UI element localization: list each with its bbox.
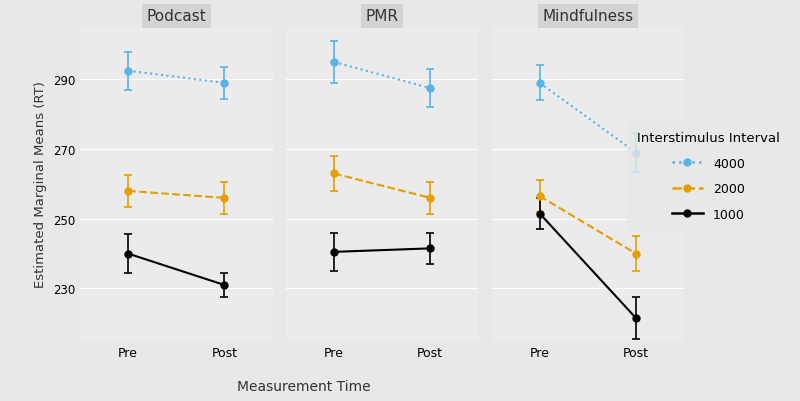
Title: Podcast: Podcast [146,9,206,24]
Title: Mindfulness: Mindfulness [542,9,634,24]
Text: Measurement Time: Measurement Time [237,379,371,393]
Title: PMR: PMR [366,9,398,24]
Y-axis label: Estimated Marginal Means (RT): Estimated Marginal Means (RT) [34,81,47,288]
Legend: 4000, 2000, 1000: 4000, 2000, 1000 [627,122,790,231]
